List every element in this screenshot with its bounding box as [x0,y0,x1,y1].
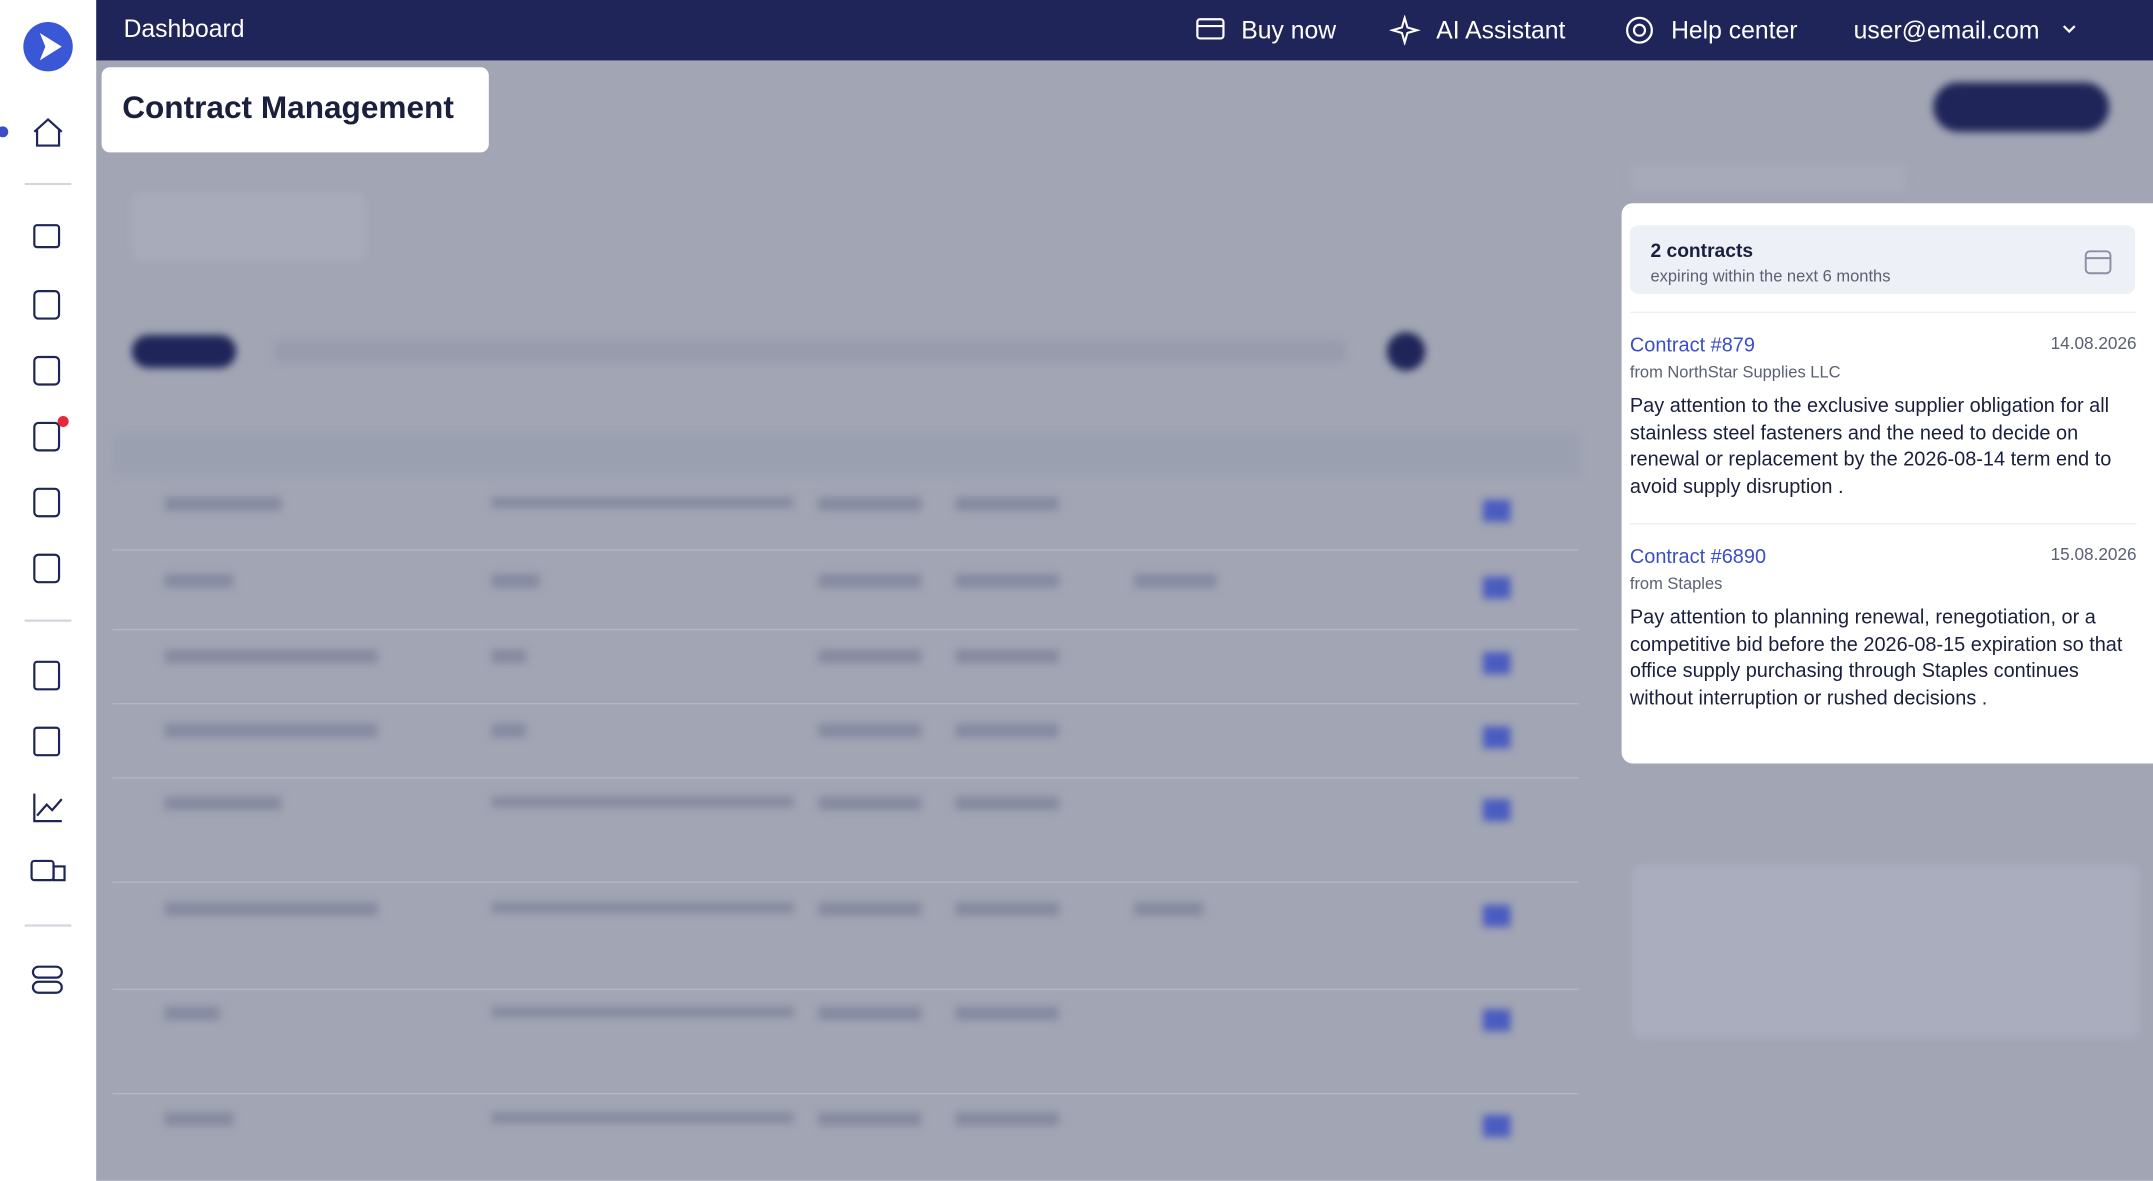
nav-label: Help center [1671,15,1798,44]
filters-blurred [274,340,1346,363]
tab-blurred [131,192,366,261]
summary-count: 2 contracts [1650,238,1754,261]
row-divider [112,777,1580,779]
row-divider [112,1092,1580,1095]
contract-item[interactable]: Contract #879 14.08.2026 from NorthStar … [1629,311,2137,525]
row-divider [112,549,1580,551]
contract-note: Pay attention to planning renewal, reneg… [1629,606,2123,710]
sparkle-icon [1389,15,1421,46]
row-divider [112,628,1580,631]
contract-supplier: from NorthStar Supplies LLC [1629,362,1841,382]
contract-agent-panel: 2 contracts expiring within the next 6 m… [1621,203,2153,764]
page-title: Contract Management [122,89,454,125]
top-bar: Dashboard Buy now AI Assistant Help cent… [96,0,2153,61]
contract-supplier: from Staples [1629,573,1723,594]
filter-blurred [131,335,237,368]
nav-item[interactable]: Buy now [1195,15,1336,45]
nav-label: Buy now [1241,15,1337,44]
contract-date: 15.08.2026 [2050,545,2137,565]
calendar-icon [2084,250,2112,275]
card-icon [1196,18,1225,40]
table-header-blurred [112,433,1580,476]
nav-item[interactable]: AI Assistant [1389,15,1566,46]
sidebar-icons [0,21,73,994]
sidebar [0,0,97,1181]
help-icon [1626,16,1653,44]
contract-item[interactable]: Contract #6890 15.08.2026 from Staples P… [1629,523,2137,736]
user-menu[interactable]: user@email.com [1854,15,2086,45]
summary-subtitle: expiring within the next 6 months [1650,266,1891,286]
chevron-icon [2063,25,2076,34]
user-email: user@email.com [1853,15,2040,44]
row-divider [112,881,1580,883]
nav-item[interactable]: Help center [1624,15,1797,45]
tip-blurred [1631,865,2140,1039]
add-button-blurred [1933,82,2110,132]
contract-title[interactable]: Contract #6890 [1629,546,1767,569]
icon-blurred [1386,332,1426,371]
row-divider [112,703,1580,705]
summary-card: 2 contracts expiring within the next 6 m… [1629,225,2136,294]
row-divider [112,988,1580,991]
contract-title[interactable]: Contract #879 [1629,335,1755,358]
contract-date: 14.08.2026 [2050,333,2137,353]
header-title[interactable]: Dashboard [123,15,245,43]
contract-note: Pay attention to the exclusive supplier … [1629,395,2112,499]
page-title-box: Contract Management [101,67,489,153]
tabs-blurred [1631,164,1906,193]
nav-label: AI Assistant [1436,15,1566,44]
